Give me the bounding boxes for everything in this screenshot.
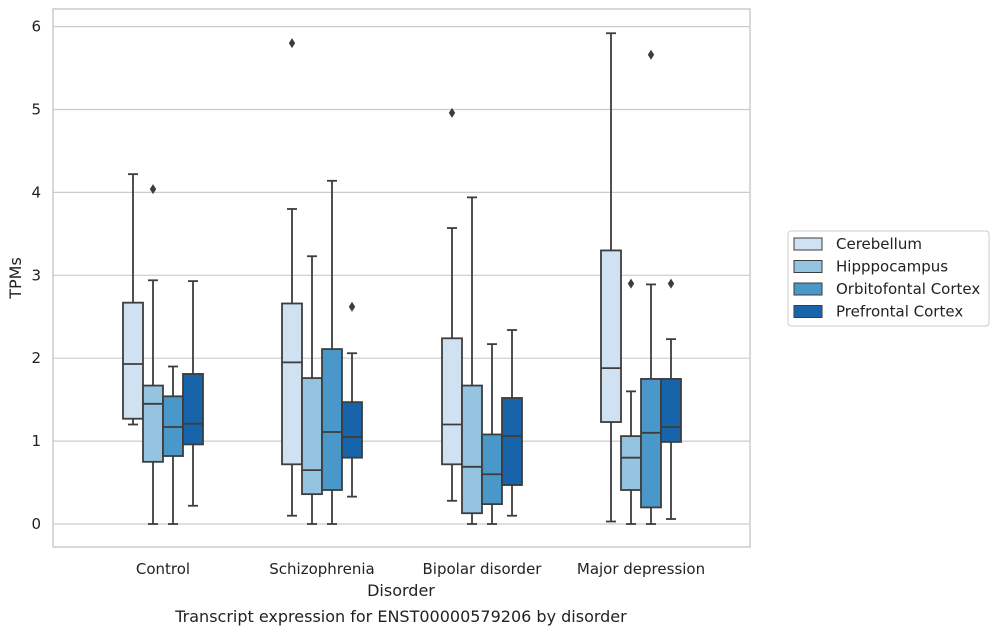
y-axis-label: TPMs <box>6 257 25 300</box>
x-tick-labels: Control Schizophrenia Bipolar disorder Majo… <box>136 560 705 578</box>
box <box>441 337 463 466</box>
legend-swatch <box>793 305 823 318</box>
box <box>182 373 204 446</box>
y-tick-label: 5 <box>31 101 41 119</box>
y-tick-label: 6 <box>31 18 41 36</box>
legend-frame <box>787 230 990 327</box>
x-tick-label: Control <box>136 560 190 578</box>
outlier-point <box>647 49 655 60</box>
box <box>461 384 483 515</box>
legend-swatch <box>793 260 823 273</box>
chart-caption: Transcript expression for ENST0000057920… <box>174 607 627 626</box>
legend-swatch <box>793 282 823 296</box>
box <box>321 348 343 491</box>
legend-swatch <box>793 237 823 251</box>
y-tick-label: 0 <box>31 515 41 533</box>
x-tick-label: Schizophrenia <box>269 560 374 578</box>
outlier-point <box>667 278 675 289</box>
y-tick-label: 4 <box>31 183 41 201</box>
y-tick-label: 2 <box>31 349 41 367</box>
box <box>660 378 682 443</box>
legend-label: Orbitofontal Cortex <box>836 280 980 298</box>
legend-label: Cerebellum <box>836 235 922 253</box>
box-group <box>142 184 164 525</box>
plot-frame <box>52 8 751 548</box>
outlier-point <box>288 38 296 49</box>
box <box>122 301 144 420</box>
x-tick-label: Major depression <box>577 560 705 578</box>
box-group <box>441 107 463 502</box>
legend-label: Hipppocampus <box>836 258 948 276</box>
box-group <box>182 280 204 507</box>
legend-label: Prefrontal Cortex <box>836 303 963 321</box>
box-group <box>122 173 144 426</box>
outlier-point <box>348 301 356 312</box>
box-series-group <box>122 32 682 525</box>
box <box>501 397 523 486</box>
box <box>301 377 323 496</box>
box-group <box>600 32 622 523</box>
box <box>341 401 363 459</box>
outlier-point <box>627 278 635 289</box>
legend: Cerebellum Hipppocampus Orbitofontal Corte… <box>787 230 990 327</box>
box <box>481 433 503 506</box>
outlier-point <box>149 184 157 195</box>
box <box>142 384 164 463</box>
box-group <box>341 301 363 498</box>
box-group <box>162 365 184 525</box>
box-group <box>481 343 503 525</box>
x-tick-label: Bipolar disorder <box>423 560 543 578</box>
box <box>600 249 622 423</box>
box-group <box>501 329 523 517</box>
box-group <box>640 49 662 525</box>
box <box>640 378 662 509</box>
box-group <box>620 278 642 525</box>
y-tick-labels: 0 1 2 3 4 5 6 <box>31 18 41 533</box>
box-group <box>461 196 483 525</box>
box <box>281 302 303 466</box>
x-axis-label: Disorder <box>367 581 435 600</box>
box <box>620 435 642 491</box>
box-group <box>660 278 682 520</box>
y-tick-label: 1 <box>31 432 41 450</box>
y-tick-label: 3 <box>31 266 41 284</box>
outlier-point <box>448 107 456 118</box>
